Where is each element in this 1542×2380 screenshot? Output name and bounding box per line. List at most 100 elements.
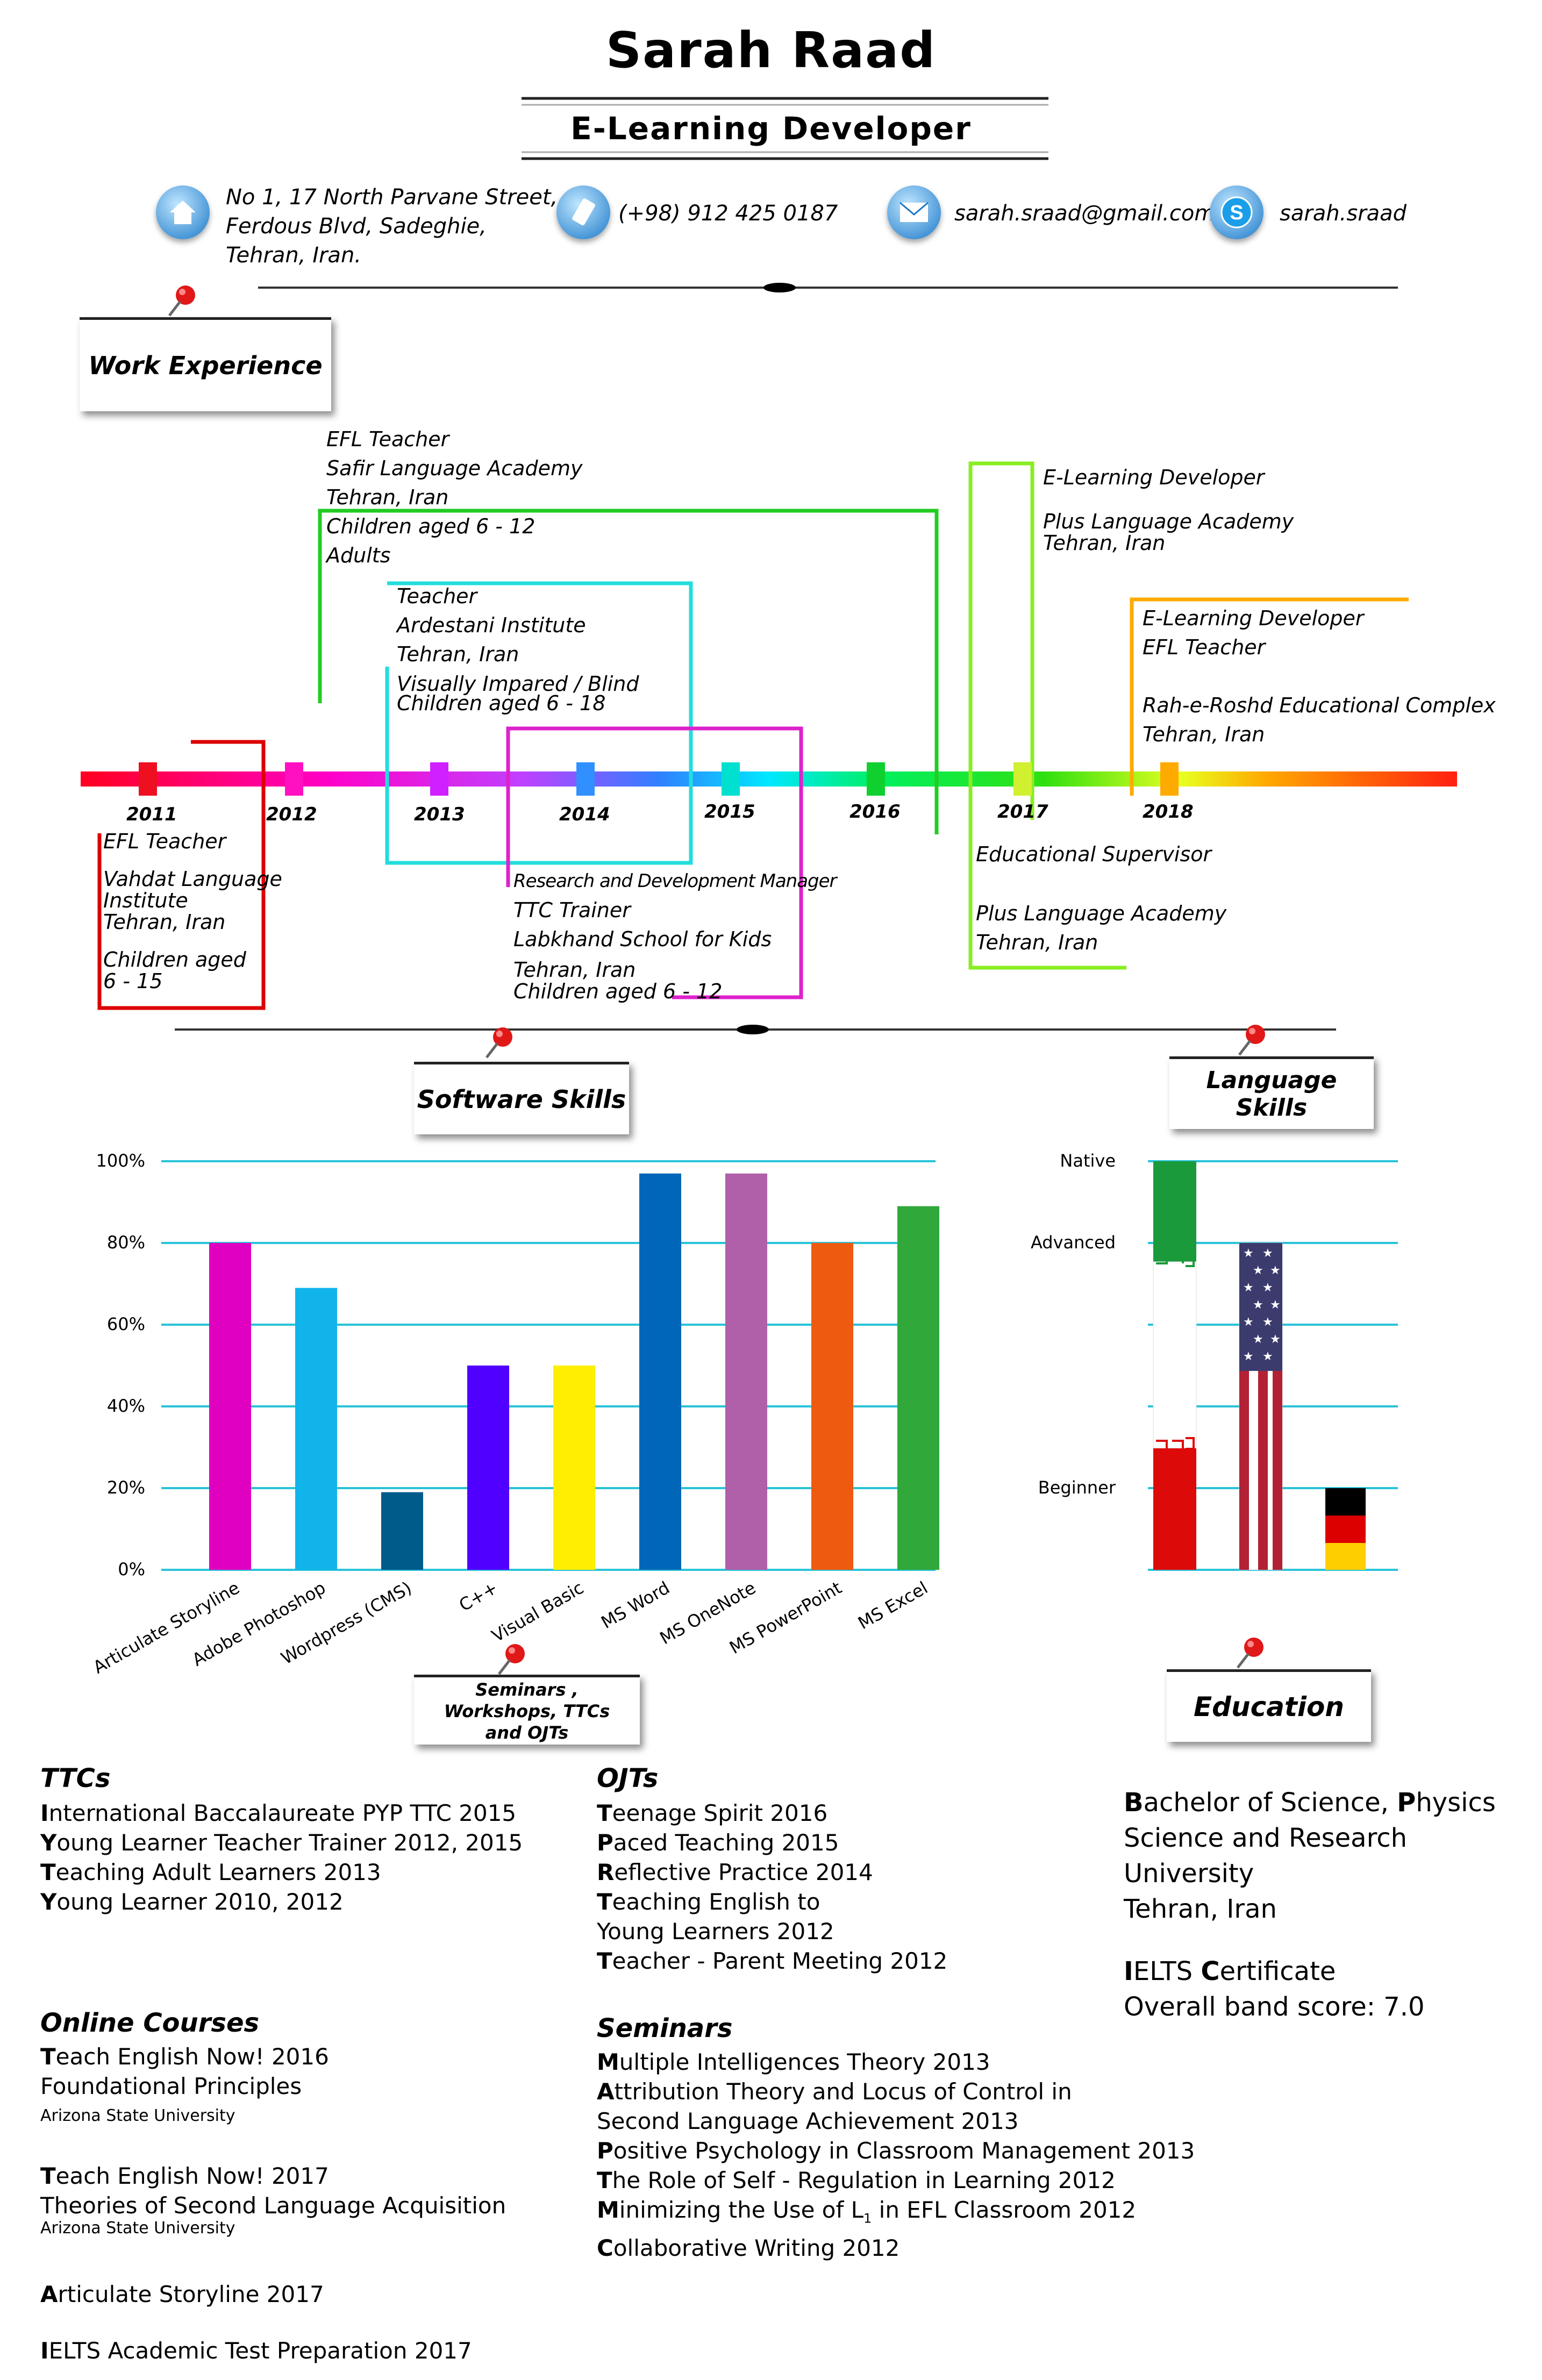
svg-text:★: ★ (1270, 1264, 1281, 1277)
year-marker (285, 762, 303, 796)
job-line: Teacher (397, 584, 477, 608)
usa-flag: ★ ★ ★ ★ ★ ★ ★ ★ ★ ★ ★ ★ ★ ★ (1239, 1242, 1283, 1570)
year-label: 2017 (997, 801, 1048, 823)
bar (897, 1206, 939, 1570)
job-line: E-Learning Developer (1143, 606, 1364, 630)
list-item: Second Language Achievement 2013 (597, 2108, 1019, 2134)
bar (639, 1173, 681, 1570)
list-item: Positive Psychology in Classroom Managem… (597, 2138, 1195, 2164)
online-course: Articulate Storyline 2017 (40, 2281, 324, 2307)
x-tick-label: Visual Basic (488, 1577, 587, 1646)
home-icon (156, 185, 210, 239)
svg-text:★: ★ (1243, 1316, 1254, 1329)
ttcs-heading: TTCs (40, 1763, 111, 1793)
job-line: Adults (326, 544, 391, 567)
job-title: E-Learning Developer (570, 110, 972, 147)
job-frame-vahdat (97, 740, 266, 1010)
list-item: Teaching English to (597, 1889, 820, 1915)
online-course: Teach English Now! 2016 Foundational Pri… (40, 2042, 329, 2131)
x-tick-label: MS Word (597, 1577, 673, 1633)
year-label: 2015 (704, 801, 755, 823)
job-line: Tehran, Iran (326, 485, 449, 509)
list-item: Collaborative Writing 2012 (597, 2235, 900, 2262)
list-item: The Role of Self - Regulation in Learnin… (597, 2167, 1116, 2193)
year-label: 2012 (266, 804, 317, 825)
section-seminars: Seminars , Workshops, TTCs and OJTs (414, 1675, 640, 1745)
timeline-bar (81, 771, 1457, 787)
list-item: Minimizing the Use of L1 in EFL Classroo… (597, 2197, 1137, 2226)
job-ardestani: Teacher Ardestani Institute Tehran, Iran… (397, 582, 639, 713)
job-line: Visually Impared / Blind (397, 672, 639, 696)
job-line: Children aged 6 - 12 (513, 980, 723, 1003)
section-language-skills: Language Skills (1169, 1056, 1374, 1129)
address: No 1, 17 North Parvane Street, Ferdous B… (226, 183, 558, 270)
course-subtitle: Foundational Principles (40, 2073, 302, 2099)
bar (467, 1366, 509, 1570)
svg-text:S: S (1230, 202, 1243, 224)
year-marker (1013, 762, 1032, 796)
section-education: Education (1167, 1669, 1371, 1742)
y-tick-label: 100% (96, 1150, 145, 1171)
svg-text:★: ★ (1270, 1333, 1281, 1346)
job-line: Tehran, Iran (976, 931, 1098, 954)
list-item: Teacher - Parent Meeting 2012 (597, 1948, 948, 1974)
language-skills-chart: Native Advanced Beginner ★ ★ ★ ★ ★ ★ ★ ★ ★ ★ … (1031, 1150, 1398, 1571)
pushpin-icon (486, 1027, 512, 1059)
job-line: Children aged 6 - 18 (397, 691, 606, 715)
y-tick-label: 0% (118, 1559, 145, 1579)
skype-handle: sarah.sraad (1280, 201, 1407, 226)
job-frame-ardestani (385, 581, 693, 865)
job-line: EFL Teacher (103, 830, 226, 853)
ielts: IELTS Certificate (1124, 1956, 1336, 1986)
year-label: 2011 (126, 804, 177, 825)
list-item: Young Learners 2012 (597, 1918, 834, 1945)
phone: (+98) 912 425 0187 (618, 201, 838, 226)
job-line: Plus Language Academy (976, 902, 1227, 925)
job-frame-labkhand (506, 726, 803, 999)
svg-text:★: ★ (1253, 1264, 1263, 1277)
job-labkhand: Research and Development Manager TTC Tra… (513, 867, 837, 1002)
job-line: Tehran, Iran (513, 958, 636, 982)
job-rahroshd: E-Learning Developer EFL Teacher Rah-e-R… (1143, 604, 1496, 749)
job-line: E-Learning Developer (1043, 466, 1265, 489)
x-tick-label: Articulate Storyline (90, 1577, 243, 1678)
online-course: IELTS Academic Test Preparation 2017 (40, 2338, 472, 2364)
ojts-heading: OJTs (597, 1763, 659, 1793)
online-courses-heading: Online Courses (40, 2008, 260, 2038)
job-line: Labkhand School for Kids (513, 927, 772, 951)
course-subtitle: Theories of Second Language Acquisition (40, 2192, 506, 2219)
section-software-skills: Software Skills (414, 1062, 629, 1134)
bar (295, 1288, 337, 1570)
svg-text:★: ★ (1270, 1298, 1281, 1312)
job-line: Safir Language Academy (326, 456, 583, 480)
address-line: Ferdous Blvd, Sadeghie, (226, 214, 487, 239)
job-plus-elearning: E-Learning Developer Plus Language Acade… (1043, 467, 1294, 554)
job-line: Research and Development Manager (513, 870, 837, 892)
y-tick-label: 60% (107, 1314, 145, 1334)
seminars-heading: Seminars (597, 2013, 733, 2043)
job-line: Tehran, Iran (1143, 723, 1265, 746)
job-line: Vahdat Language (103, 867, 282, 891)
job-line: Tehran, Iran (1043, 531, 1166, 555)
seminars-list: Multiple Intelligences Theory 2013 Attri… (597, 2047, 1195, 2263)
job-line: Educational Supervisor (976, 842, 1212, 866)
ielts-band-score: Overall band score: 7.0 (1124, 1992, 1425, 2022)
job-line: Plus Language Academy (1043, 510, 1294, 533)
ojts-list: Teenage Spirit 2016 Paced Teaching 2015 … (597, 1798, 947, 1976)
work-timeline (81, 461, 1457, 1010)
list-item: Young Learner 2010, 2012 (40, 1889, 344, 1915)
course-university: Arizona State University (40, 2106, 235, 2125)
job-frame-safir (318, 509, 939, 834)
y-tick-label: 40% (107, 1396, 145, 1416)
x-tick-label: MS Excel (854, 1577, 931, 1633)
list-item: Teenage Spirit 2016 (597, 1800, 828, 1826)
job-line: 6 - 15 (103, 969, 163, 993)
phone-icon (556, 185, 610, 239)
university: Science and Research University (1124, 1823, 1408, 1889)
ttcs-list: International Baccalaureate PYP TTC 2015… (40, 1798, 523, 1917)
job-line: Children aged 6 - 12 (326, 514, 536, 538)
year-marker (576, 762, 595, 796)
pushpin-icon (498, 1644, 525, 1675)
level-label: Beginner (1038, 1477, 1116, 1498)
list-item: Young Learner Teacher Trainer 2012, 2015 (40, 1829, 523, 1856)
